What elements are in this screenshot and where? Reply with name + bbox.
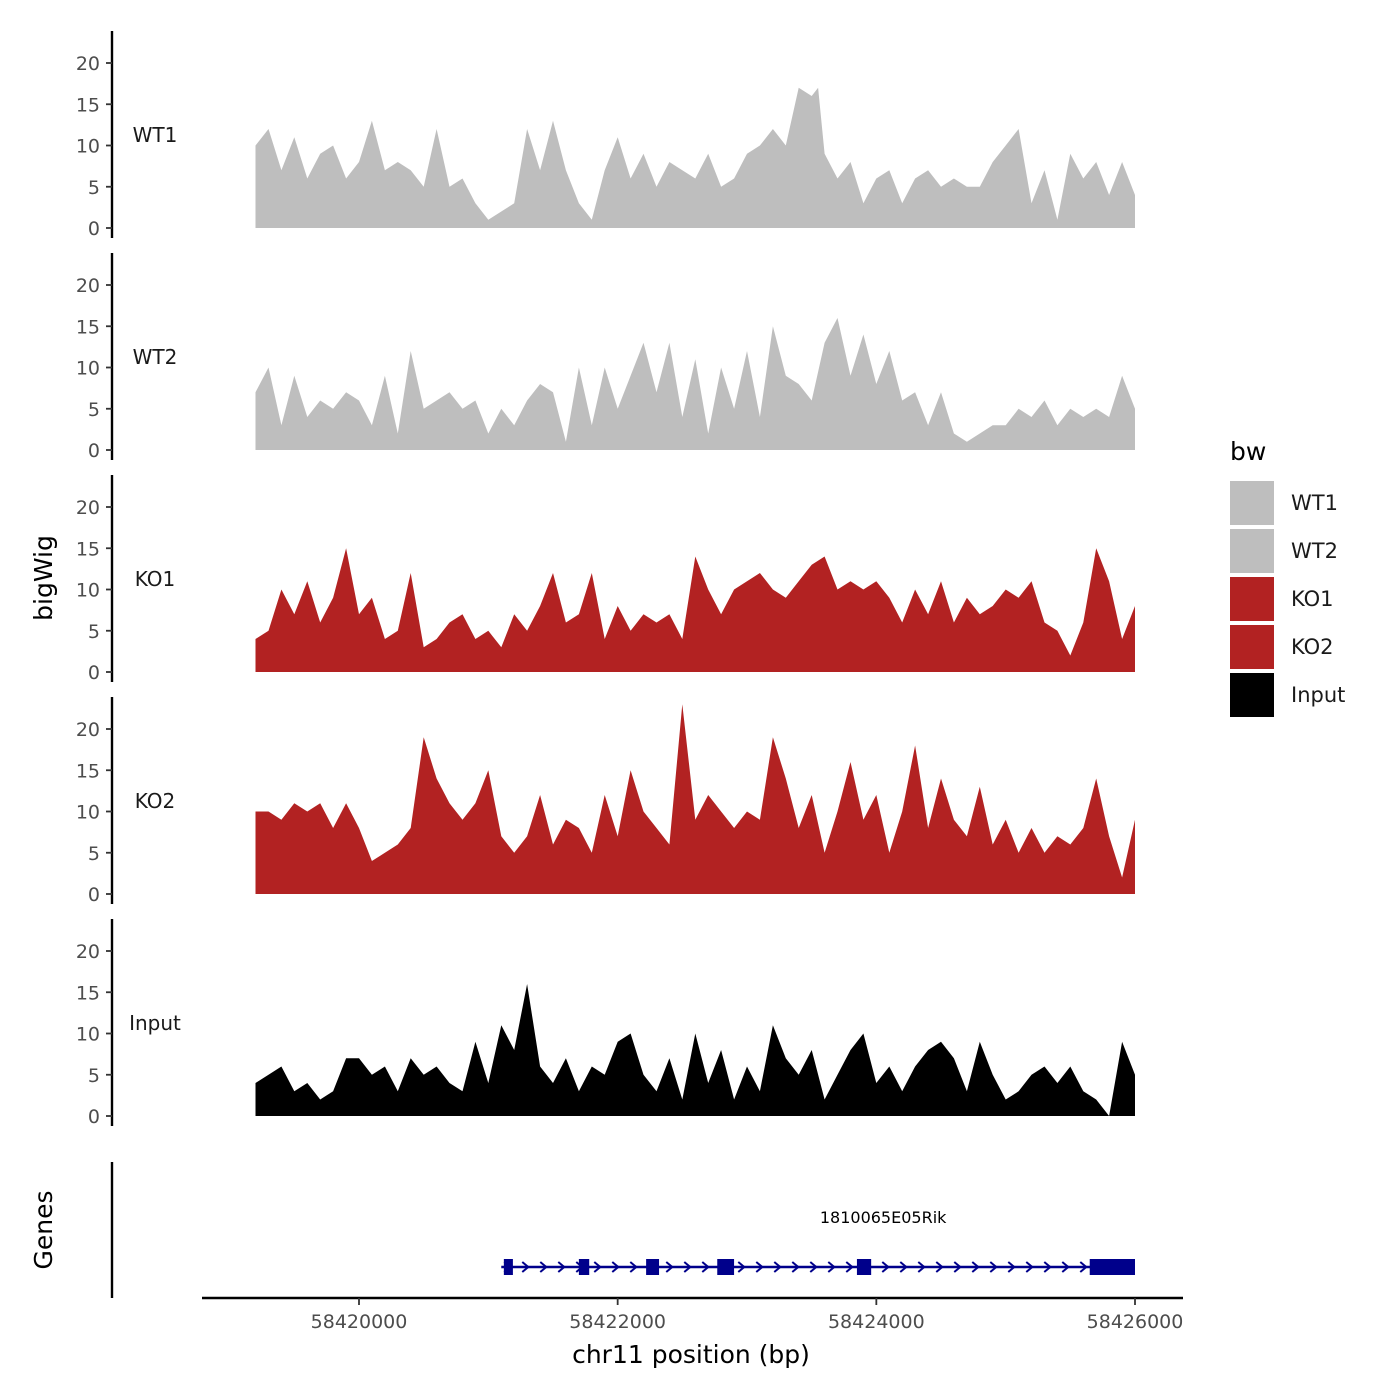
strand-arrow — [989, 1261, 998, 1273]
gene-model: 1810065E05Rik — [501, 1208, 1135, 1275]
legend-label: Input — [1291, 683, 1345, 707]
y-tick-label: 15 — [76, 538, 100, 560]
y-tick-label: 10 — [76, 802, 100, 824]
x-tick-label: 58426000 — [1087, 1311, 1184, 1333]
y-tick-label: 0 — [88, 662, 100, 684]
track-label: KO1 — [135, 567, 176, 591]
strand-arrow — [845, 1261, 854, 1273]
y-tick-label: 20 — [76, 719, 100, 741]
y-tick-label: 20 — [76, 497, 100, 519]
legend: WT1 WT2 KO1 KO2 Input — [1230, 481, 1345, 717]
y-tick-label: 15 — [76, 760, 100, 782]
legend-key-wt1 — [1230, 481, 1274, 525]
track-area-wt2 — [255, 318, 1135, 450]
y-tick-label: 0 — [88, 440, 100, 462]
y-tick-label: 5 — [88, 621, 100, 643]
strand-arrow — [683, 1261, 692, 1273]
track-ko1: 0 5 10 15 20 KO1 — [76, 475, 1135, 684]
track-area-ko1 — [255, 548, 1135, 672]
y-tick-label: 0 — [88, 1106, 100, 1128]
y-tick-label: 10 — [76, 580, 100, 602]
y-tick-label: 15 — [76, 94, 100, 116]
strand-arrow — [791, 1261, 800, 1273]
strand-arrow — [917, 1261, 926, 1273]
legend-label: KO2 — [1291, 635, 1334, 659]
legend-key-wt2 — [1230, 529, 1274, 573]
x-tick-label: 58420000 — [311, 1311, 408, 1333]
strand-arrow — [809, 1261, 818, 1273]
strand-arrow — [611, 1261, 620, 1273]
track-area-wt1 — [255, 87, 1135, 228]
track-input: 0 5 10 15 20 Input — [76, 919, 1135, 1128]
legend-label: KO1 — [1291, 587, 1334, 611]
genes-axis-title: Genes — [29, 1190, 58, 1269]
strand-arrow — [899, 1261, 908, 1273]
strand-arrow — [827, 1261, 836, 1273]
track-area-input — [255, 984, 1135, 1116]
track-area-ko2 — [255, 704, 1135, 894]
gene-exon — [646, 1259, 660, 1275]
strand-arrow — [737, 1261, 746, 1273]
track-panels: 0 5 10 15 20 WT1 0 5 10 15 20 WT2 0 5 10 15 20 KO1 0 5 10 15 2… — [76, 31, 1135, 1128]
strand-arrow — [701, 1261, 710, 1273]
legend-title: bw — [1230, 437, 1266, 466]
legend-key-ko1 — [1230, 577, 1274, 621]
track-wt2: 0 5 10 15 20 WT2 — [76, 253, 1135, 462]
y-tick-label: 15 — [76, 316, 100, 338]
gene-label: 1810065E05Rik — [820, 1208, 947, 1227]
gene-exon — [1089, 1259, 1135, 1275]
y-tick-label: 5 — [88, 1065, 100, 1087]
strand-arrow — [593, 1261, 602, 1273]
y-axis-title: bigWig — [29, 535, 58, 621]
gene-exon — [503, 1259, 513, 1275]
gene-exon — [856, 1259, 872, 1275]
gene-models: 1810065E05Rik — [501, 1208, 1135, 1275]
strand-arrow — [665, 1261, 674, 1273]
strand-arrow — [1043, 1261, 1052, 1273]
legend-key-input — [1230, 673, 1274, 717]
x-axis: 58420000 58422000 58424000 58426000 — [311, 1298, 1184, 1333]
strand-arrow — [539, 1261, 548, 1273]
y-tick-label: 20 — [76, 275, 100, 297]
strand-arrow — [773, 1261, 782, 1273]
strand-arrow — [755, 1261, 764, 1273]
track-label: WT1 — [133, 123, 178, 147]
legend-label: WT2 — [1291, 539, 1338, 563]
y-tick-label: 10 — [76, 1024, 100, 1046]
track-label: KO2 — [135, 789, 176, 813]
strand-arrow — [1007, 1261, 1016, 1273]
strand-arrow — [521, 1261, 530, 1273]
x-tick-label: 58424000 — [828, 1311, 925, 1333]
y-tick-label: 10 — [76, 358, 100, 380]
strand-arrow — [557, 1261, 566, 1273]
strand-arrow — [971, 1261, 980, 1273]
track-wt1: 0 5 10 15 20 WT1 — [76, 31, 1135, 240]
gene-exon — [717, 1259, 735, 1275]
y-tick-label: 10 — [76, 136, 100, 158]
track-ko2: 0 5 10 15 20 KO2 — [76, 697, 1135, 906]
legend-key-ko2 — [1230, 625, 1274, 669]
y-tick-label: 5 — [88, 177, 100, 199]
strand-arrow — [1025, 1261, 1034, 1273]
y-tick-label: 15 — [76, 982, 100, 1004]
strand-arrow — [935, 1261, 944, 1273]
y-tick-label: 0 — [88, 218, 100, 240]
track-label: Input — [129, 1011, 181, 1035]
strand-arrow — [1079, 1261, 1088, 1273]
strand-arrow — [629, 1261, 638, 1273]
x-axis-title: chr11 position (bp) — [572, 1340, 810, 1369]
y-tick-label: 20 — [76, 941, 100, 963]
y-tick-label: 0 — [88, 884, 100, 906]
strand-arrow — [881, 1261, 890, 1273]
x-tick-label: 58422000 — [569, 1311, 666, 1333]
y-tick-label: 20 — [76, 53, 100, 75]
strand-arrow — [953, 1261, 962, 1273]
gene-exon — [578, 1259, 590, 1275]
y-tick-label: 5 — [88, 843, 100, 865]
track-label: WT2 — [133, 345, 178, 369]
strand-arrow — [1061, 1261, 1070, 1273]
legend-label: WT1 — [1291, 491, 1338, 515]
y-tick-label: 5 — [88, 399, 100, 421]
